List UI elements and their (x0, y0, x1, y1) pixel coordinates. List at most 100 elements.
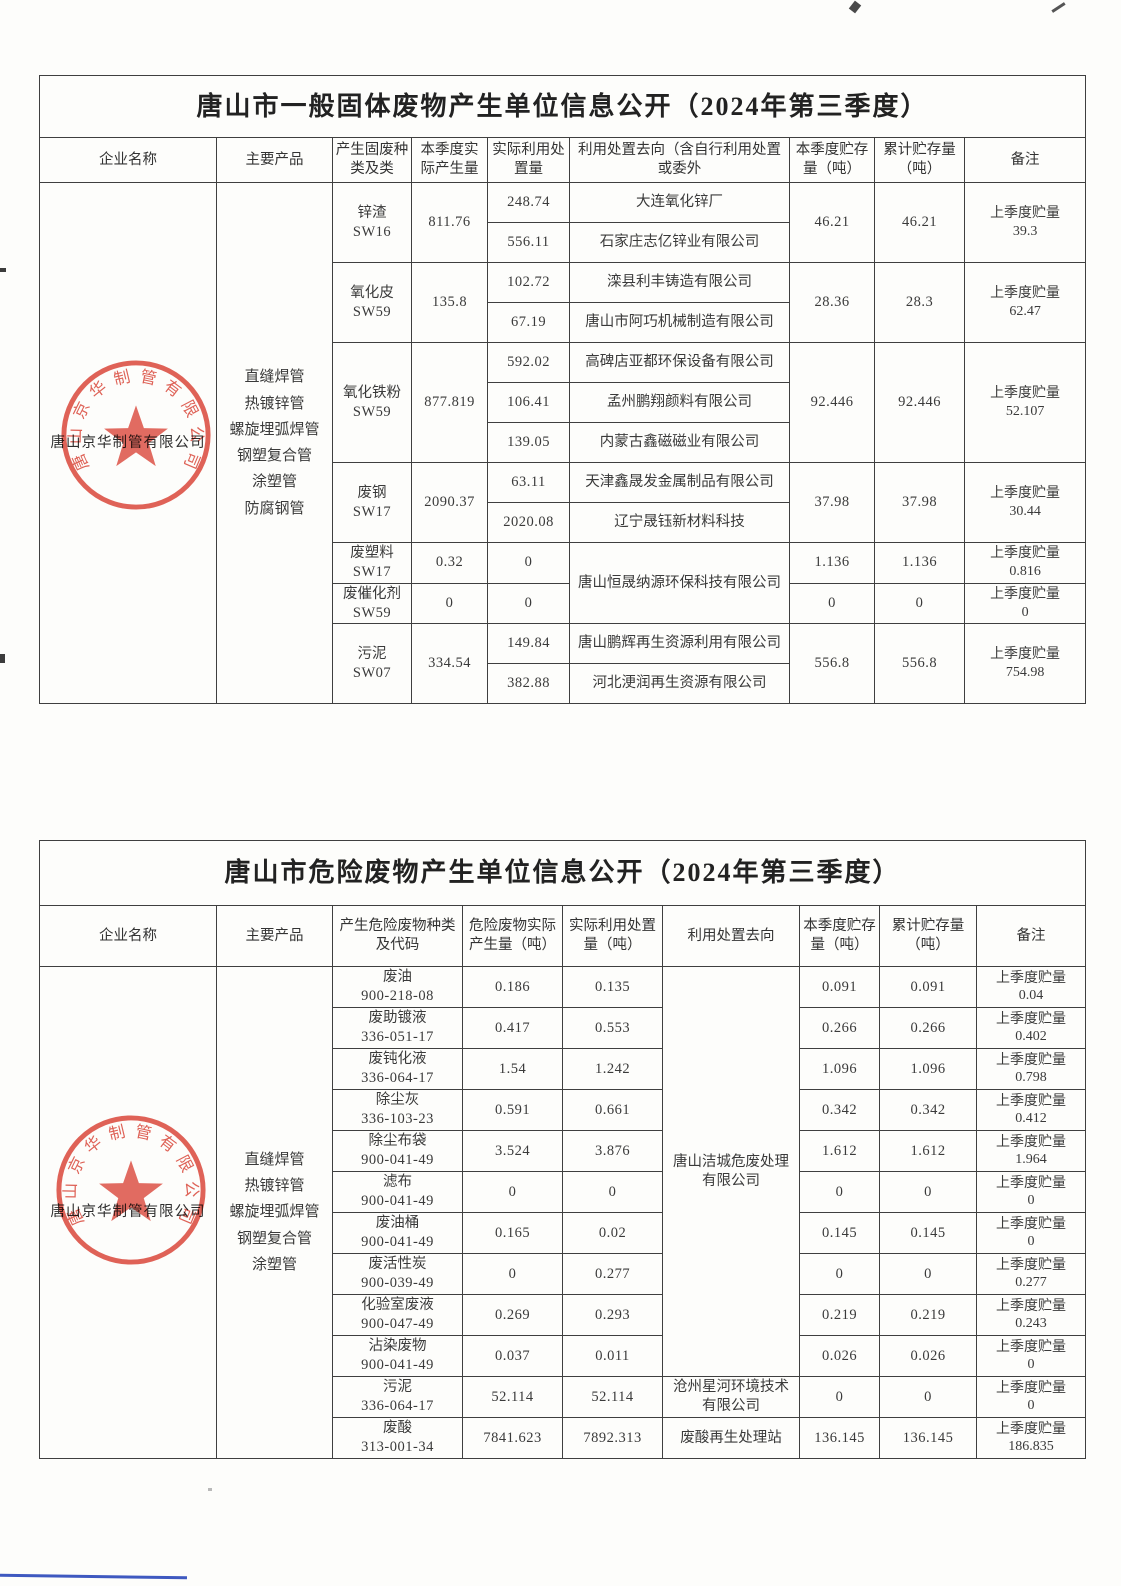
produced-qty-cell: 0.417 (462, 1007, 563, 1049)
table-header-row: 企业名称 主要产品 产生危险废物种类及代码 危险废物实际产生量（吨） 实际利用处… (39, 905, 1087, 967)
col-header-waste-type: 产生固废种类及类 (332, 137, 412, 183)
destination-cell: 滦县利丰铸造有限公司 (569, 262, 790, 303)
scan-artifact (0, 654, 5, 663)
produced-qty-cell: 1.54 (462, 1048, 563, 1090)
table-row: 139.05 内蒙古鑫磁磁业有限公司 (40, 422, 1086, 463)
scan-artifact (208, 1488, 212, 1491)
product-item: 涂塑管 (251, 1256, 297, 1273)
col-header-cumulative: 累计贮存量（吨） (874, 137, 965, 183)
table-row: 唐山京华制管有限公司 直缝焊管 热镀锌管 螺旋埋弧焊管 钢塑复合管 涂塑管 废油… (39, 966, 1087, 1459)
table-row: 废油桶 900-041-49 0.165 0.02 0.145 0.145 上季… (40, 1212, 1087, 1254)
cumulative-qty-cell: 1.136 (874, 542, 965, 584)
table-row: 废活性炭 900-039-49 0 0.277 0 0 上季度贮量 0.277 (40, 1253, 1087, 1295)
disposed-qty-cell: 63.11 (487, 462, 570, 503)
remark-cell: 上季度贮量 0 (975, 1171, 1087, 1213)
destination-cell: 天津鑫晟发金属制品有限公司 (569, 462, 790, 503)
remark-cell: 上季度贮量 0.243 (975, 1294, 1087, 1336)
remark-cell: 上季度贮量 0 (975, 1376, 1087, 1418)
scan-artifact (848, 0, 862, 14)
cumulative-qty-cell: 28.3 (874, 262, 965, 343)
produced-qty-cell: 0.269 (462, 1294, 563, 1336)
table-row: 556.11 石家庄志亿锌业有限公司 (40, 222, 1086, 263)
stored-qty-cell: 556.8 (789, 623, 875, 705)
destination-cell: 唐山市阿巧机械制造有限公司 (569, 302, 790, 343)
cumulative-qty-cell: 0.091 (879, 966, 977, 1008)
disposed-qty-cell: 139.05 (487, 422, 570, 463)
disposed-qty-cell: 0 (562, 1171, 663, 1213)
stored-qty-cell: 0.342 (799, 1089, 880, 1131)
table-header-row: 企业名称 主要产品 产生固废种类及类 本季度实际产生量 实际利用处置量 利用处置… (39, 137, 1087, 183)
stored-qty-cell: 0.026 (799, 1335, 880, 1377)
table-row: 382.88 河北浭润再生资源有限公司 (40, 663, 1086, 705)
table-row: 污泥 336-064-17 52.114 52.114 沧州星河环境技术有限公司… (40, 1376, 1087, 1418)
product-item: 涂塑管 (251, 474, 297, 491)
stored-qty-cell: 0 (799, 1376, 880, 1418)
cumulative-qty-cell: 556.8 (874, 623, 965, 705)
table-row: 废钢 SW17 2090.37 63.11 天津鑫晟发金属制品有限公司 37.9… (40, 462, 1087, 543)
col-header-destination: 利用处置去向 (662, 905, 800, 967)
destination-cell: 高碑店亚都环保设备有限公司 (569, 342, 790, 383)
cumulative-qty-cell: 0.026 (879, 1335, 977, 1377)
destination-cell: 石家庄志亿锌业有限公司 (569, 222, 790, 263)
produced-qty-cell: 0.591 (462, 1089, 563, 1131)
waste-type-cell: 污泥 336-064-17 (332, 1376, 463, 1418)
waste-type-cell: 沾染废物 900-041-49 (332, 1335, 463, 1377)
stored-qty-cell: 0 (789, 582, 875, 625)
remark-cell: 上季度贮量 0.816 (963, 542, 1087, 584)
cumulative-qty-cell: 136.145 (879, 1417, 977, 1459)
stored-qty-cell: 1.612 (799, 1130, 880, 1172)
cumulative-qty-cell: 37.98 (874, 462, 965, 543)
disposed-qty-cell: 106.41 (487, 382, 570, 423)
col-header-produced: 危险废物实际产生量（吨） (462, 905, 563, 967)
disposed-qty-cell: 0.277 (562, 1253, 663, 1295)
waste-type-cell: 废活性炭 900-039-49 (332, 1253, 463, 1295)
produced-qty-cell: 0 (462, 1171, 563, 1213)
waste-type-cell: 氧化皮 SW59 (332, 262, 412, 343)
table-row: 废酸 313-001-34 7841.623 7892.313 废酸再生处理站 … (40, 1417, 1087, 1459)
produced-qty-cell: 0 (411, 582, 488, 625)
waste-type-cell: 氧化铁粉 SW59 (332, 342, 412, 463)
table-row: 沾染废物 900-041-49 0.037 0.011 0.026 0.026 … (40, 1335, 1087, 1377)
disposed-qty-cell: 2020.08 (487, 502, 570, 543)
disposed-qty-cell: 0.293 (562, 1294, 663, 1336)
col-header-products: 主要产品 (216, 905, 333, 967)
remark-cell: 上季度贮量 186.835 (975, 1417, 1087, 1459)
disposed-qty-cell: 1.242 (562, 1048, 663, 1090)
destination-cell: 内蒙古鑫磁磁业有限公司 (569, 422, 790, 463)
cumulative-qty-cell: 0.145 (879, 1212, 977, 1254)
table-row: 废助镀液 336-051-17 0.417 0.553 0.266 0.266 … (40, 1007, 1087, 1049)
produced-qty-cell: 877.819 (411, 342, 488, 463)
destination-cell: 辽宁晟钰新材料科技 (569, 502, 790, 543)
waste-type-cell: 滤布 900-041-49 (332, 1171, 463, 1213)
table-row: 化验室废液 900-047-49 0.269 0.293 0.219 0.219… (40, 1294, 1087, 1336)
stored-qty-cell: 136.145 (799, 1417, 880, 1459)
main-products-cell: 直缝焊管 热镀锌管 螺旋埋弧焊管 钢塑复合管 涂塑管 防腐钢管 (216, 181, 333, 705)
disposed-qty-cell: 102.72 (487, 262, 570, 303)
remark-cell: 上季度贮量 0 (975, 1212, 1087, 1254)
disposed-qty-cell: 0 (487, 582, 570, 625)
product-item: 防腐钢管 (244, 500, 305, 517)
cumulative-qty-cell: 0.342 (879, 1089, 977, 1131)
product-item: 钢塑复合管 (236, 448, 312, 465)
produced-qty-cell: 135.8 (411, 262, 488, 343)
product-item: 直缝焊管 (244, 1151, 305, 1168)
cumulative-qty-cell: 1.612 (879, 1130, 977, 1172)
waste-type-cell: 除尘布袋 900-041-49 (332, 1130, 463, 1172)
produced-qty-cell: 0 (462, 1253, 563, 1295)
scan-artifact (0, 1573, 188, 1579)
table-row: 废钝化液 336-064-17 1.54 1.242 1.096 1.096 上… (40, 1048, 1087, 1090)
col-header-destination: 利用处置去向（含自行利用处置或委外 (569, 137, 790, 183)
waste-type-cell: 废酸 313-001-34 (332, 1417, 463, 1459)
waste-type-cell: 废助镀液 336-051-17 (332, 1007, 463, 1049)
product-item: 钢塑复合管 (236, 1230, 312, 1247)
col-header-cumulative: 累计贮存量（吨） (879, 905, 977, 967)
remark-cell: 上季度贮量 0.402 (975, 1007, 1087, 1049)
disposed-qty-cell: 556.11 (487, 222, 570, 263)
stored-qty-cell: 0 (799, 1171, 880, 1213)
col-header-remark: 备注 (975, 905, 1087, 967)
remark-cell: 上季度贮量 52.107 (963, 342, 1087, 463)
table-row: 除尘灰 336-103-23 0.591 0.661 0.342 0.342 上… (40, 1089, 1087, 1131)
disposed-qty-cell: 149.84 (487, 623, 570, 665)
cumulative-qty-cell: 46.21 (874, 182, 965, 263)
table2-title: 唐山市危险废物产生单位信息公开（2024年第三季度） (38, 840, 1087, 906)
